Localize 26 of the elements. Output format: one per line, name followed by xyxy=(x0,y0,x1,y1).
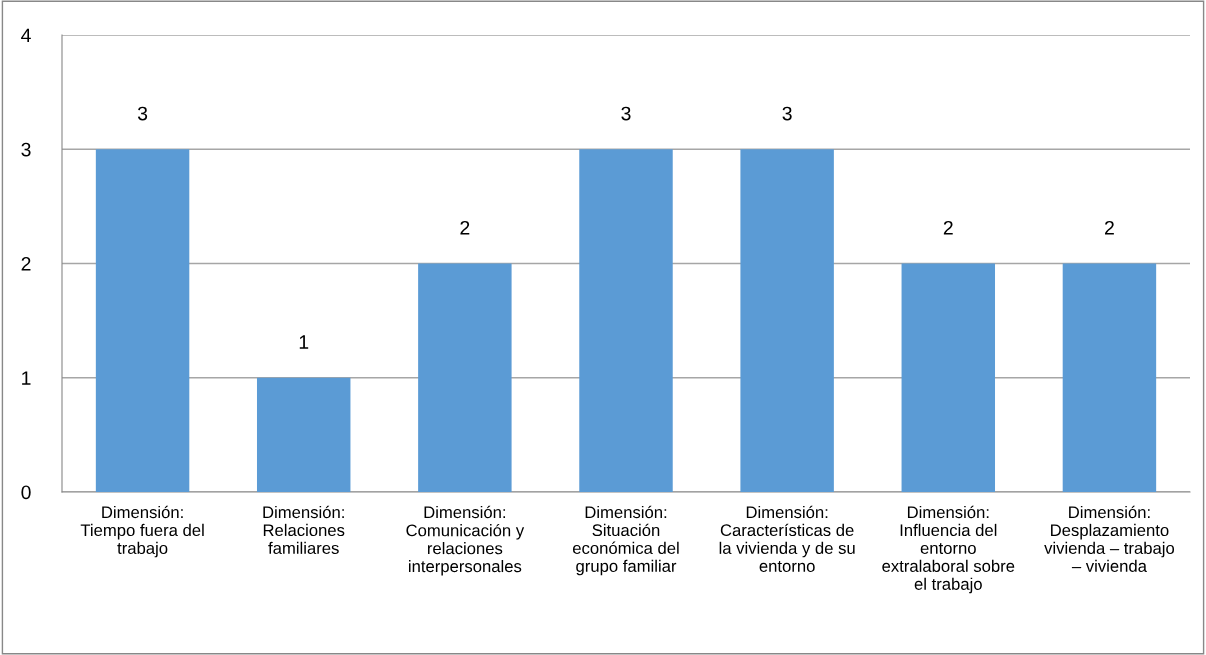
x-tick-label: Dimensión: Influencia del entorno extralaboral sobre el trabajo xyxy=(882,505,1015,594)
x-tick-label: Dimensión: Relaciones familiares xyxy=(263,505,345,555)
data-label: 3 xyxy=(782,106,792,121)
x-tick-label: Dimensión: Características de la vivienda y de su entorno xyxy=(719,505,855,572)
bar xyxy=(1062,263,1157,492)
data-label: 2 xyxy=(943,220,953,235)
data-label: 3 xyxy=(137,106,148,121)
x-tick-label: Dimensión: Tiempo fuera del trabajo xyxy=(80,505,204,558)
y-tick-label: 4 xyxy=(21,28,31,43)
y-tick-label: 1 xyxy=(22,371,31,385)
x-tick-label: Dimensión: Situación económica del grupo familiar xyxy=(572,505,679,576)
x-tick-label: Dimensión: Desplazamiento vivienda – trabajo – vivienda xyxy=(1044,505,1175,572)
data-label: 1 xyxy=(299,335,309,349)
bar xyxy=(95,149,190,492)
data-label: 2 xyxy=(460,220,470,235)
data-label: 3 xyxy=(621,106,631,121)
y-tick-label: 3 xyxy=(21,142,31,157)
y-tick-label: 2 xyxy=(21,256,31,271)
bar xyxy=(901,263,996,492)
bar xyxy=(418,263,512,492)
y-tick-label: 0 xyxy=(21,485,31,500)
bar xyxy=(579,149,673,492)
data-label: 2 xyxy=(1105,220,1114,235)
bar xyxy=(740,149,834,492)
bar xyxy=(256,377,351,492)
x-tick-label: Dimensión: Comunicación y relaciones interpersonales xyxy=(406,505,525,576)
